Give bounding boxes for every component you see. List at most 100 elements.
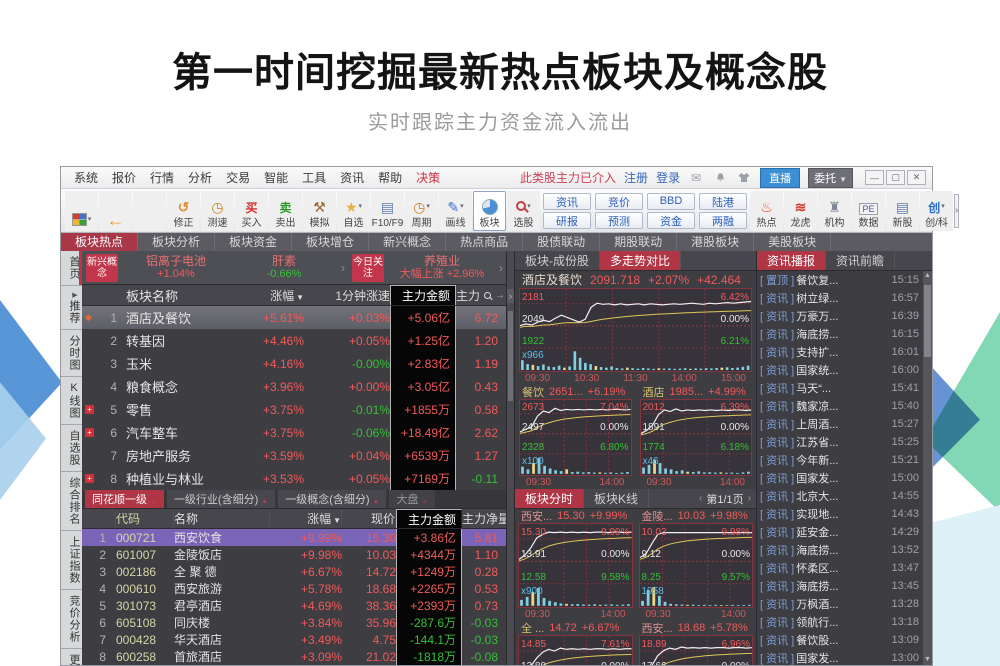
- toolbar-button[interactable]: 测速: [201, 190, 234, 231]
- expand-column-icon[interactable]: →: [495, 289, 506, 301]
- menu-item[interactable]: 分析: [188, 171, 213, 185]
- menu-item[interactable]: 智能: [264, 171, 289, 185]
- toolbar-button[interactable]: 选股: [507, 190, 540, 231]
- scrollbar-thumb[interactable]: [508, 311, 513, 401]
- toolbar-button[interactable]: 龙虎: [784, 190, 817, 231]
- menu-item[interactable]: 行情: [150, 171, 175, 185]
- mini-chart-stock1[interactable]: 西安... 15.30 +9.99% 15.30 13.91 12.58 x900 9.9…: [515, 509, 636, 621]
- ticker-item[interactable]: 养殖业 大幅上涨 +2.96%: [399, 253, 485, 280]
- scrollbar-thumb[interactable]: [924, 285, 931, 357]
- live-button[interactable]: 直播: [760, 167, 801, 188]
- stock-row[interactable]: 1 000721 西安饮食 +9.99% 15.30 +3.86亿 5.81: [82, 529, 506, 546]
- main-tab[interactable]: 板块分析: [138, 233, 216, 251]
- toolbar-button[interactable]: 热点: [750, 190, 783, 231]
- chart-tab[interactable]: 板块K线: [584, 489, 650, 508]
- toolbar-text-button[interactable]: 资金: [647, 211, 695, 229]
- stock-row[interactable]: 6 605108 同庆楼 +3.84% 35.96 -287.6万 -0.03: [82, 614, 506, 631]
- industry-tab[interactable]: 同花顺一级: [85, 490, 164, 508]
- stock-row[interactable]: 7 000428 华天酒店 +3.49% 4.75 -144.1万 -0.03: [82, 631, 506, 648]
- main-tab[interactable]: 板块增仓: [292, 233, 370, 251]
- toolbar-button[interactable]: 周期: [405, 190, 438, 231]
- sector-row[interactable]: +◆2 转基因 +4.46% +0.05% +1.25亿 1.20: [82, 329, 506, 352]
- industry-tab[interactable]: 一级概念(含细分): [278, 490, 387, 508]
- industry-tab[interactable]: 大盘: [389, 490, 436, 508]
- toolbar-button[interactable]: 画线: [439, 190, 472, 231]
- news-item[interactable]: [ 资讯 ] 国家统... 16:00: [757, 361, 922, 379]
- mini-chart-canyin[interactable]: 餐饮 2651... +6.19% 2673 2497 2328 x100 7.04% 0.…: [515, 385, 636, 489]
- toolbar-button[interactable]: 修正: [167, 190, 200, 231]
- main-tab[interactable]: 热点商品: [446, 233, 524, 251]
- toolbar-text-button[interactable]: 资讯: [543, 192, 591, 210]
- stock-row[interactable]: 3 002186 全 聚 德 +6.67% 14.72 +1249万 0.28: [82, 563, 506, 580]
- side-nav-item[interactable]: 推荐: [61, 286, 82, 330]
- industry-tab[interactable]: 一级行业(含细分): [166, 490, 276, 508]
- toolbar-text-button[interactable]: 预测: [595, 211, 643, 229]
- side-nav-item[interactable]: 分时图: [61, 330, 82, 377]
- toolbar-button[interactable]: 创/科: [920, 190, 953, 231]
- news-item[interactable]: [ 资讯 ] 怀柔区... 13:47: [757, 559, 922, 577]
- bell-icon[interactable]: [712, 171, 728, 184]
- side-nav-item[interactable]: 综合排名: [61, 472, 82, 531]
- news-item[interactable]: [ 资讯 ] 领航行... 13:18: [757, 613, 922, 631]
- side-nav-item[interactable]: 上证指数: [61, 531, 82, 590]
- menu-item-decision[interactable]: 决策: [416, 171, 441, 185]
- news-item[interactable]: [ 资讯 ] 今年新... 15:21: [757, 451, 922, 469]
- toolbar-text-button[interactable]: BBD: [647, 192, 695, 210]
- news-item[interactable]: [ 资讯 ] 国家发... 15:00: [757, 469, 922, 487]
- collapse-panel-icon[interactable]: ›: [507, 289, 514, 303]
- main-tab[interactable]: 板块资金: [215, 233, 293, 251]
- news-item[interactable]: [ 资讯 ] 江苏省... 15:25: [757, 433, 922, 451]
- news-item[interactable]: [ 资讯 ] 树立绿... 16:57: [757, 289, 922, 307]
- login-link[interactable]: 登录: [656, 171, 681, 185]
- side-nav-item[interactable]: 自选股: [61, 425, 82, 472]
- side-nav-item[interactable]: 竞价分析: [61, 590, 82, 649]
- minimize-button[interactable]: —: [865, 170, 884, 185]
- main-tab[interactable]: 新兴概念: [369, 233, 447, 251]
- toolbar-text-button[interactable]: 两融: [699, 211, 747, 229]
- stock-row[interactable]: 2 601007 金陵饭店 +9.98% 10.03 +4344万 1.10: [82, 546, 506, 563]
- menu-item[interactable]: 资讯: [340, 171, 365, 185]
- col-price[interactable]: 现价: [342, 510, 396, 527]
- col-change[interactable]: 涨幅 ▼: [270, 510, 342, 527]
- toolbar-text-button[interactable]: 陆港: [699, 192, 747, 210]
- news-item[interactable]: [ 资讯 ] 魏家凉... 15:40: [757, 397, 922, 415]
- news-tab[interactable]: 资讯播报: [757, 251, 827, 270]
- menu-item[interactable]: 交易: [226, 171, 251, 185]
- trade-entrust-button[interactable]: 委托 ▼: [808, 167, 853, 188]
- sector-row[interactable]: +◆5 零售 +3.75% -0.01% +1855万 0.58: [82, 398, 506, 421]
- col-stock-name[interactable]: 名称: [174, 510, 270, 527]
- sector-row[interactable]: +◆1 酒店及餐饮 +5.61% +0.03% +5.06亿 6.72: [82, 306, 506, 329]
- filter-icon[interactable]: [98, 511, 108, 526]
- sector-row[interactable]: +◆6 汽车整车 +3.75% -0.06% +18.49亿 2.62: [82, 421, 506, 444]
- toolbar-button[interactable]: F10/F9: [371, 190, 404, 231]
- chart-tab[interactable]: 板块-成份股: [515, 251, 600, 270]
- shirt-icon[interactable]: [736, 171, 752, 184]
- main-tab[interactable]: 股债联动: [523, 233, 601, 251]
- chart-tab[interactable]: 多走势对比: [600, 251, 682, 270]
- stock-row[interactable]: 8 600258 首旅酒店 +3.09% 21.02 -1818万 -0.08: [82, 648, 506, 665]
- menu-item[interactable]: 帮助: [378, 171, 403, 185]
- col-sector-name[interactable]: 板块名称: [126, 288, 179, 304]
- sector-row[interactable]: +◆7 房地产服务 +3.59% +0.04% +6539万 1.27: [82, 444, 506, 467]
- news-item[interactable]: [ 资讯 ] 延安金... 14:29: [757, 523, 922, 541]
- toolbar-button[interactable]: 机构: [818, 190, 851, 231]
- col-change[interactable]: 涨幅 ▼: [270, 288, 304, 303]
- search-icon[interactable]: [484, 291, 492, 299]
- col-code[interactable]: 代码: [116, 510, 174, 527]
- toolbar-button[interactable]: 板块: [473, 190, 506, 231]
- toolbar-button[interactable]: 新股: [886, 190, 919, 231]
- news-item[interactable]: [ 资讯 ] 万豪万... 16:39: [757, 307, 922, 325]
- toolbar-button[interactable]: 自选: [337, 190, 370, 231]
- mini-chart-stock3[interactable]: 全 ...14.72+6.67% 14.8513.8012.70 7.61%0.…: [515, 621, 636, 665]
- toolbar-button[interactable]: [133, 190, 166, 231]
- scroll-down-icon[interactable]: ▼: [924, 656, 931, 663]
- toolbar-button[interactable]: [99, 190, 132, 231]
- mini-chart-stock4[interactable]: 西安...18.68+5.78% 18.8917.6616.49 6.96%0.…: [636, 621, 757, 665]
- toolbar-button[interactable]: [65, 190, 98, 231]
- news-item[interactable]: [ 资讯 ] 北京大... 14:55: [757, 487, 922, 505]
- side-nav-item[interactable]: K线图: [61, 377, 82, 425]
- chevron-right-icon[interactable]: ›: [341, 260, 345, 275]
- sector-row[interactable]: +◆4 粮食概念 +3.96% +0.00% +3.05亿 0.43: [82, 375, 506, 398]
- col-main-amount[interactable]: 主力金额: [390, 285, 456, 305]
- toolbar-button[interactable]: 买入: [235, 190, 268, 231]
